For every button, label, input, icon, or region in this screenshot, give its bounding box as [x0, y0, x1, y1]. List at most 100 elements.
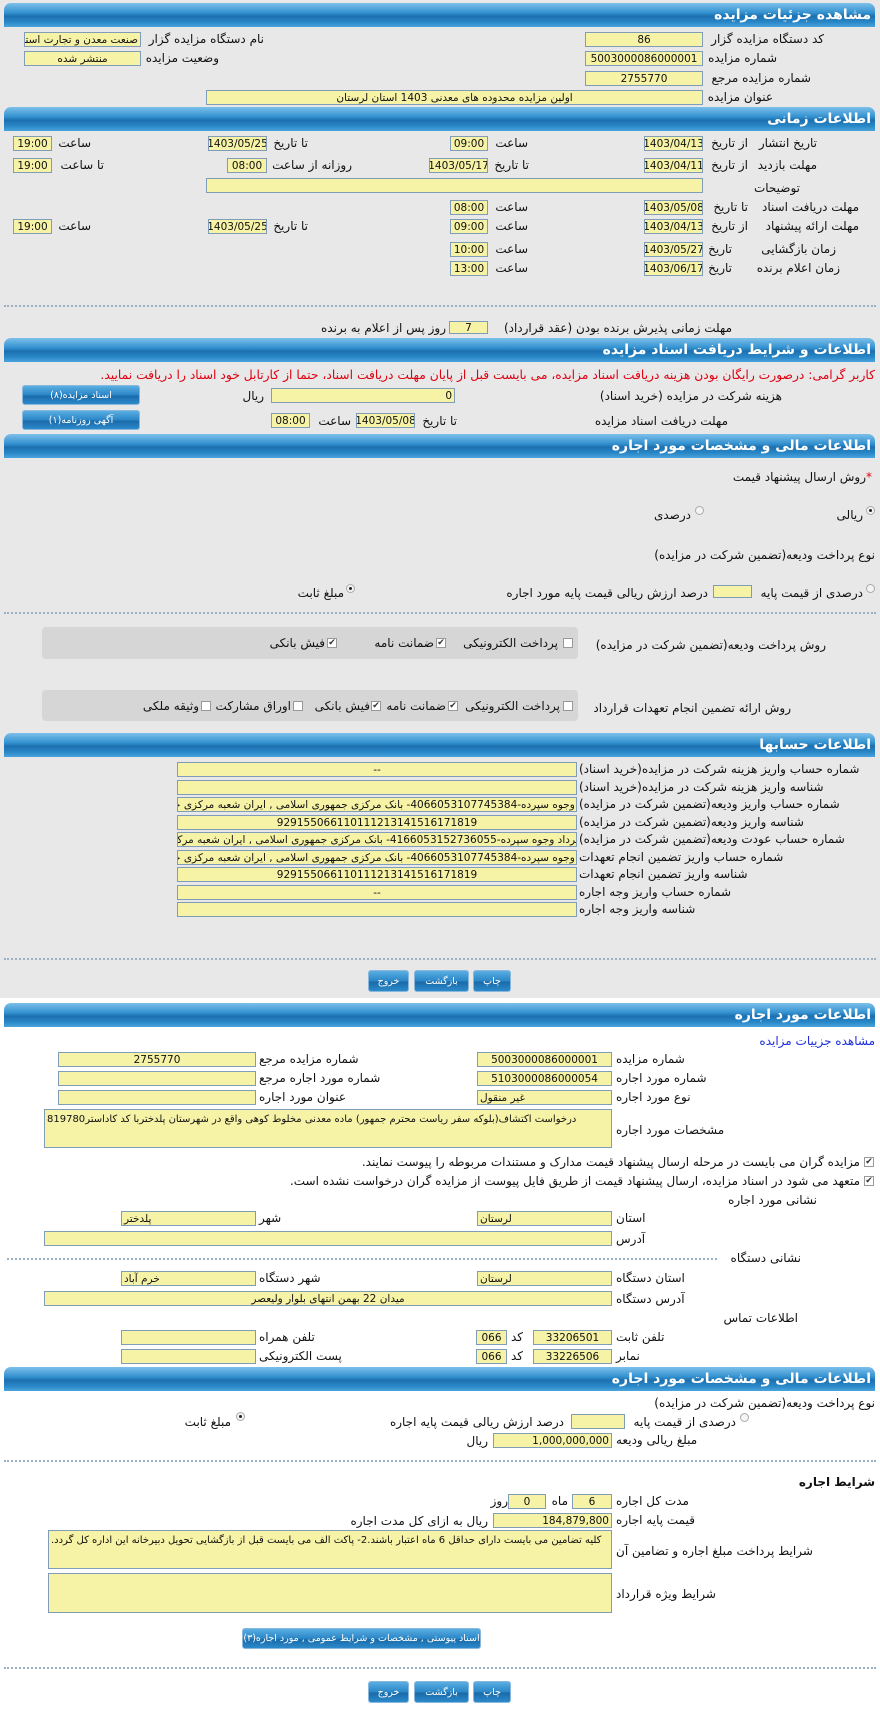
- account-field[interactable]: 929155066110111213141516171819: [177, 867, 577, 882]
- docs-deadline-time-field[interactable]: 08:00: [271, 413, 310, 428]
- auction-details-link[interactable]: مشاهده جزییات مزایده: [759, 1034, 875, 1048]
- account-label: شماره حساب واریز وجه اجاره: [579, 885, 732, 899]
- print-button[interactable]: چاپ: [473, 1681, 511, 1703]
- province-label: استان: [616, 1211, 646, 1225]
- winner-time-field[interactable]: 13:00: [450, 261, 488, 276]
- payment-terms-textarea[interactable]: کلیه تضامین می بایست دارای حداقل 6 ماه ا…: [48, 1530, 612, 1569]
- account-field[interactable]: دریافت وجوه سپرده-4066053107745384- بانک…: [177, 797, 577, 812]
- print-button[interactable]: چاپ: [473, 970, 511, 992]
- auction-title-field[interactable]: اولین مزایده محدوده های معدنی 1403 استان…: [206, 90, 703, 105]
- section-header-lease-financial: اطلاعات مالی و مشخصات مورد اجاره: [4, 1367, 875, 1391]
- months-field[interactable]: 6: [572, 1494, 612, 1509]
- lease-percent-radio[interactable]: [740, 1413, 749, 1422]
- guarantee-property-checkbox[interactable]: [201, 701, 211, 711]
- account-field[interactable]: استرداد وجوه سپرده-4166053152736055- بان…: [177, 832, 577, 847]
- account-field[interactable]: --: [177, 762, 577, 777]
- item-no-field[interactable]: 5103000086000054: [477, 1071, 612, 1086]
- opening-label: زمان بازگشایی: [761, 242, 836, 256]
- account-field[interactable]: 929155066110111213141516171819: [177, 815, 577, 830]
- offer-to-time-field[interactable]: 19:00: [13, 219, 52, 234]
- accept-days-field[interactable]: 7: [449, 321, 488, 334]
- fax-code-field[interactable]: 066: [476, 1349, 507, 1364]
- lease-ref-no-field[interactable]: 2755770: [58, 1052, 256, 1067]
- org-province-field[interactable]: لرستان: [477, 1271, 612, 1286]
- description-field[interactable]: [206, 178, 703, 193]
- visit-from-time-field[interactable]: 08:00: [227, 158, 267, 173]
- deposit-bank-slip-checkbox[interactable]: ✔: [327, 638, 337, 648]
- guarantee-bonds-checkbox[interactable]: [293, 701, 303, 711]
- publish-from-time-field[interactable]: 09:00: [450, 136, 488, 151]
- percent-base-field[interactable]: [713, 585, 752, 598]
- offer-to-field[interactable]: 1403/05/25: [208, 219, 267, 234]
- offer-from-time-field[interactable]: 09:00: [450, 219, 488, 234]
- province-field[interactable]: لرستان: [477, 1211, 612, 1226]
- account-field[interactable]: دریافت وجوه سپرده-4066053107745384- بانک…: [177, 850, 577, 865]
- rial-radio[interactable]: [866, 506, 875, 515]
- days-field[interactable]: 0: [508, 1494, 546, 1509]
- docs-deadline-date-field[interactable]: 1403/05/08: [356, 413, 415, 428]
- guarantee-bank-slip-checkbox[interactable]: ✔: [371, 701, 381, 711]
- attach-required-checkbox[interactable]: ✔: [864, 1157, 874, 1167]
- org-name-field[interactable]: صنعت معدن و تجارت استان لرستان: [24, 32, 141, 47]
- account-field[interactable]: [177, 780, 577, 795]
- fixed-amount-radio[interactable]: [346, 584, 355, 593]
- item-spec-textarea[interactable]: درخواست اکتشاف(بلوکه سفر ریاست محترم جمه…: [44, 1109, 612, 1148]
- deposit-electronic-checkbox[interactable]: [563, 638, 573, 648]
- winner-date-field[interactable]: 1403/06/17: [644, 261, 703, 276]
- fax-field[interactable]: 33226506: [533, 1349, 612, 1364]
- offer-from-field[interactable]: 1403/04/13: [644, 219, 703, 234]
- phone-field[interactable]: 33206501: [533, 1330, 612, 1345]
- item-type-field[interactable]: غیر منقول: [477, 1090, 612, 1105]
- status-field[interactable]: منتشر شده: [24, 51, 141, 66]
- account-field[interactable]: [177, 902, 577, 917]
- visit-to-time-field[interactable]: 19:00: [13, 158, 52, 173]
- auction-no-field[interactable]: 5003000086000001: [585, 51, 703, 66]
- address-label: آدرس: [616, 1232, 646, 1246]
- visit-from-field[interactable]: 1403/04/11: [644, 158, 703, 173]
- percent-radio[interactable]: [695, 506, 704, 515]
- special-terms-textarea[interactable]: [48, 1573, 612, 1613]
- docs-to-field[interactable]: 1403/05/08: [644, 200, 703, 215]
- mobile-field[interactable]: [121, 1330, 256, 1345]
- org-code-label: کد دستگاه مزایده گزار: [711, 32, 824, 46]
- deposit-electronic-label: پرداخت الکترونیکی: [463, 636, 558, 650]
- lease-fixed-radio[interactable]: [236, 1412, 245, 1421]
- lease-percent-field[interactable]: [571, 1414, 625, 1429]
- deposit-amount-field[interactable]: 1,000,000,000: [493, 1433, 612, 1448]
- guarantee-electronic-checkbox[interactable]: [563, 701, 573, 711]
- email-field[interactable]: [121, 1349, 256, 1364]
- item-ref-field[interactable]: [58, 1071, 256, 1086]
- docs-time-field[interactable]: 08:00: [450, 200, 488, 215]
- exit-button[interactable]: خروج: [368, 970, 409, 992]
- address-field[interactable]: [44, 1231, 612, 1246]
- org-code-field[interactable]: 86: [585, 32, 703, 47]
- section-header-financial: اطلاعات مالی و مشخصات مورد اجاره: [4, 434, 875, 458]
- exit-button[interactable]: خروج: [368, 1681, 409, 1703]
- back-button[interactable]: بازگشت: [414, 970, 469, 992]
- back-button[interactable]: بازگشت: [414, 1681, 469, 1703]
- org-address-field[interactable]: میدان 22 بهمن انتهای بلوار ولیعصر: [44, 1291, 612, 1306]
- no-attach-checkbox[interactable]: ✔: [864, 1176, 874, 1186]
- lease-auction-no-field[interactable]: 5003000086000001: [477, 1052, 612, 1067]
- item-spec-label: مشخصات مورد اجاره: [616, 1123, 725, 1137]
- deposit-guarantee-checkbox[interactable]: ✔: [436, 638, 446, 648]
- newspaper-ad-button[interactable]: آگهی روزنامه(۱): [22, 410, 140, 430]
- percent-base-radio[interactable]: [866, 584, 875, 593]
- fee-field[interactable]: 0: [271, 388, 455, 403]
- publish-to-field[interactable]: 1403/05/25: [208, 136, 267, 151]
- base-price-field[interactable]: 184,879,800: [493, 1513, 612, 1528]
- guarantee-letter-checkbox[interactable]: ✔: [448, 701, 458, 711]
- publish-from-field[interactable]: 1403/04/13: [644, 136, 703, 151]
- ref-no-field[interactable]: 2755770: [585, 71, 703, 86]
- phone-code-field[interactable]: 066: [476, 1330, 507, 1345]
- opening-date-field[interactable]: 1403/05/27: [644, 242, 703, 257]
- account-field[interactable]: --: [177, 885, 577, 900]
- visit-to-field[interactable]: 1403/05/17: [429, 158, 488, 173]
- city-field[interactable]: پلدختر: [121, 1211, 256, 1226]
- auction-documents-button[interactable]: اسناد مزایده(۸): [22, 385, 140, 405]
- opening-time-field[interactable]: 10:00: [450, 242, 488, 257]
- org-city-field[interactable]: خرم آباد: [121, 1271, 256, 1286]
- publish-to-time-field[interactable]: 19:00: [13, 136, 52, 151]
- attached-documents-button[interactable]: اسناد پیوستی , مشخصات و شرایط عمومی , مو…: [242, 1628, 481, 1649]
- item-title-field[interactable]: [58, 1090, 256, 1105]
